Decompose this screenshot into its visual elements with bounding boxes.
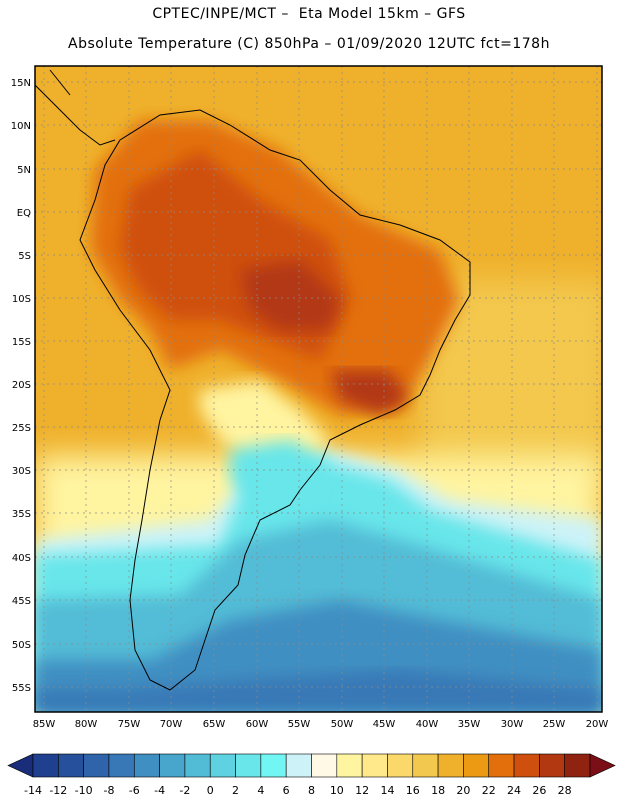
south-america-coastline [79, 109, 471, 691]
colorbar-tick-label: 2 [232, 784, 239, 797]
lat-label: 10S [12, 294, 31, 305]
lon-label: 40W [416, 719, 439, 730]
colorbar-cell [260, 753, 287, 778]
colorbar-tick-label: 4 [257, 784, 264, 797]
lat-label: 45S [12, 596, 31, 607]
colorbar-tick-label: -4 [154, 784, 165, 797]
lat-label: 40S [12, 553, 31, 564]
colorbar-tick-label: 22 [482, 784, 496, 797]
colorbar-cell [311, 753, 338, 778]
colorbar-tick-label: -6 [129, 784, 140, 797]
colorbar-cell [361, 753, 388, 778]
colorbar-tick-label: 24 [507, 784, 521, 797]
colorbar-cell [83, 753, 110, 778]
colorbar-low-arrow [7, 753, 34, 778]
lon-label: 55W [288, 719, 311, 730]
lat-label: 10N [11, 121, 31, 132]
central-america-coastline [35, 69, 116, 146]
colorbar-tick-label: -14 [24, 784, 42, 797]
colorbar-cell [488, 753, 515, 778]
colorbar-cell [387, 753, 414, 778]
lat-label: 5S [18, 251, 31, 262]
colorbar-tick-label: 8 [308, 784, 315, 797]
lat-label: 25S [12, 423, 31, 434]
lat-label: 15N [11, 78, 31, 89]
colorbar-tick-label: 28 [558, 784, 572, 797]
colorbar-cell [32, 753, 59, 778]
lat-label: EQ [17, 208, 31, 219]
colorbar-tick-label: 6 [283, 784, 290, 797]
colorbar-cell [108, 753, 135, 778]
colorbar-cell [564, 753, 591, 778]
lat-label: 15S [12, 337, 31, 348]
colorbar-tick-label: 12 [355, 784, 369, 797]
colorbar-cell [513, 753, 540, 778]
lon-label: 50W [331, 719, 354, 730]
colorbar-cell [463, 753, 490, 778]
map-frame [34, 65, 603, 713]
chart-title-line1: CPTEC/INPE/MCT – Eta Model 15km – GFS [152, 6, 466, 22]
colorbar-cell [184, 753, 211, 778]
lon-label: 70W [160, 719, 183, 730]
chart-title-line2: Absolute Temperature (C) 850hPa – 01/09/… [68, 36, 550, 52]
colorbar-cell [285, 753, 312, 778]
lon-label: 80W [75, 719, 98, 730]
colorbar-tick-label: 20 [456, 784, 470, 797]
lat-label: 50S [12, 640, 31, 651]
colorbar-tick-label: 14 [380, 784, 394, 797]
lon-label: 85W [33, 719, 56, 730]
lon-label: 45W [373, 719, 396, 730]
colorbar-cell [336, 753, 363, 778]
colorbar-cell [159, 753, 186, 778]
lon-label: 25W [543, 719, 566, 730]
colorbar-tick-label: 16 [406, 784, 420, 797]
colorbar-cell [539, 753, 565, 778]
longitude-labels: 85W 80W 75W 70W 65W 60W 55W 50W 45W 40W 35W 30W 25W 2… [33, 719, 609, 730]
colorbar-cell [235, 753, 262, 778]
lon-label: 75W [118, 719, 141, 730]
colorbar-cell [133, 753, 160, 778]
colorbar-cell [437, 753, 464, 778]
lat-label: 30S [12, 466, 31, 477]
colorbar-tick-label: 0 [207, 784, 214, 797]
colorbar-tick-label: -8 [103, 784, 114, 797]
lon-label: 35W [458, 719, 481, 730]
lat-label: 20S [12, 380, 31, 391]
latitude-labels: 15N 10N 5N EQ 5S 10S 15S 20S 25S 30S 35S 40S 45S 50S 5… [11, 78, 31, 694]
colorbar-cell [412, 753, 439, 778]
colorbar-tick-label: 18 [431, 784, 445, 797]
lat-label: 35S [12, 509, 31, 520]
lon-label: 30W [501, 719, 524, 730]
lon-label: 60W [246, 719, 269, 730]
colorbar-cell [209, 753, 236, 778]
colorbar-tick-label: 10 [330, 784, 344, 797]
lon-label: 20W [586, 719, 609, 730]
colorbar-tick-label: -2 [179, 784, 190, 797]
lat-label: 55S [12, 683, 31, 694]
colorbar-tick-label: -10 [75, 784, 93, 797]
colorbar-high-arrow [589, 753, 616, 778]
temperature-field [35, 66, 602, 712]
lat-label: 5N [17, 165, 31, 176]
lon-label: 65W [203, 719, 226, 730]
graticule [35, 66, 602, 712]
colorbar-tick-label: -12 [49, 784, 67, 797]
colorbar-cell [58, 753, 84, 778]
colorbar-tick-label: 26 [532, 784, 546, 797]
